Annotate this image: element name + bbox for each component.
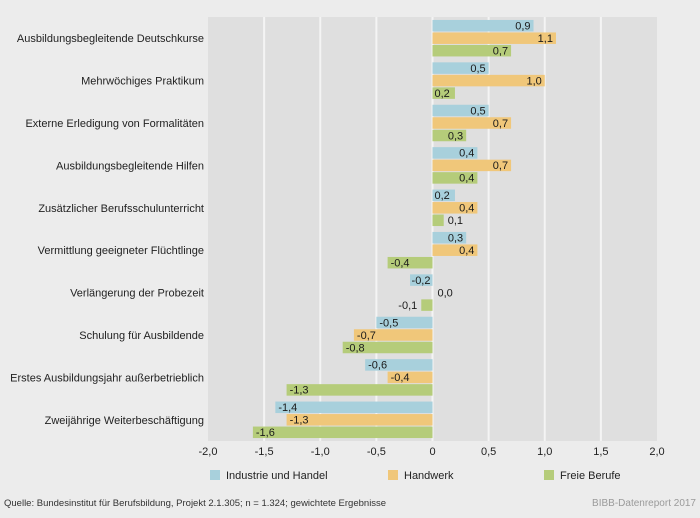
value-label: -0,4 [391, 257, 410, 269]
bar-freie-berufe [432, 129, 467, 142]
bar-freie-berufe [387, 256, 433, 269]
x-tick-label: 0 [429, 446, 435, 458]
value-label: 1,1 [538, 33, 553, 45]
x-tick-label: 1,5 [593, 446, 608, 458]
category-label: Ausbildungsbegleitende Hilfen [56, 160, 204, 172]
bar-handwerk [353, 329, 433, 341]
x-tick-label: 1,0 [537, 446, 552, 458]
bar-industrie-und-handel [432, 19, 534, 32]
legend-swatch [388, 470, 398, 480]
bar-industrie-und-handel [432, 104, 489, 117]
bar-freie-berufe [421, 299, 433, 311]
value-label: 0,4 [459, 245, 474, 257]
legend-swatch [210, 470, 220, 480]
bar-freie-berufe [252, 426, 433, 439]
bar-freie-berufe [432, 87, 455, 99]
value-label: -0,5 [379, 317, 398, 329]
category-label: Ausbildungsbegleitende Deutschkurse [17, 33, 204, 45]
category-label: Vermittlung geeigneter Flüchtlinge [38, 245, 204, 257]
value-label: 0,7 [493, 118, 508, 130]
value-label: -1,6 [256, 427, 275, 439]
bar-freie-berufe [432, 44, 512, 57]
x-tick-label: 0,5 [481, 446, 496, 458]
bar-freie-berufe [342, 341, 433, 354]
bar-industrie-und-handel [410, 274, 433, 286]
bar-industrie-und-handel [432, 231, 467, 244]
value-label: -1,3 [290, 415, 309, 427]
bar-industrie-und-handel [275, 401, 433, 414]
category-label: Zweijährige Weiterbeschäftigung [45, 415, 204, 427]
x-tick-label: -2,0 [199, 446, 218, 458]
value-label: 0,0 [438, 287, 453, 299]
value-label: 0,3 [448, 232, 463, 244]
value-label: -0,8 [346, 342, 365, 354]
bar-industrie-und-handel [432, 189, 455, 202]
bar-handwerk [432, 74, 545, 87]
value-label: 0,4 [459, 148, 474, 160]
legend-label: Freie Berufe [560, 470, 621, 482]
bar-industrie-und-handel [432, 62, 489, 74]
x-tick-label: -1,0 [311, 446, 330, 458]
value-label: 0,2 [435, 190, 450, 202]
legend-label: Handwerk [404, 470, 454, 482]
value-label: 0,4 [459, 203, 474, 215]
category-label: Mehrwöchiges Praktikum [81, 76, 204, 88]
value-label: -0,6 [368, 360, 387, 372]
bar-handwerk [432, 244, 478, 256]
bar-industrie-und-handel [365, 359, 433, 371]
value-label: 0,5 [470, 63, 485, 75]
value-label: 0,7 [493, 160, 508, 172]
value-label: 0,2 [435, 88, 450, 100]
value-label: -0,7 [357, 330, 376, 342]
value-label: -1,3 [290, 385, 309, 397]
category-label: Schulung für Ausbildende [79, 330, 204, 342]
value-label: -0,2 [412, 275, 431, 287]
source-note: Quelle: Bundesinstitut für Berufsbildung… [4, 498, 387, 509]
value-label: 0,1 [448, 215, 463, 227]
value-label: 0,7 [493, 45, 508, 57]
x-tick-label: -1,5 [255, 446, 274, 458]
category-label: Erstes Ausbildungsjahr außerbetrieblich [10, 372, 204, 384]
bar-freie-berufe [432, 214, 444, 227]
bar-handwerk [432, 32, 556, 44]
legend-label: Industrie und Handel [226, 470, 328, 482]
bar-handwerk [387, 371, 433, 384]
bar-industrie-und-handel [432, 147, 478, 159]
value-label: -1,4 [278, 402, 297, 414]
bar-freie-berufe [432, 172, 478, 184]
value-label: -0,1 [398, 300, 417, 312]
credit-note: BIBB-Datenreport 2017 [592, 498, 696, 509]
bar-handwerk [432, 117, 512, 129]
legend-swatch [544, 470, 554, 480]
bar-industrie-und-handel [376, 316, 433, 329]
x-tick-label: -0,5 [367, 446, 386, 458]
category-label: Verlängerung der Probezeit [70, 288, 204, 300]
value-label: -0,4 [391, 372, 410, 384]
category-label: Zusätzlicher Berufsschulunterricht [38, 203, 204, 215]
bar-handwerk [286, 414, 433, 426]
x-tick-label: 2,0 [649, 446, 664, 458]
value-label: 0,4 [459, 173, 474, 185]
category-label: Externe Erledigung von Formalitäten [25, 118, 204, 130]
bar-handwerk [432, 159, 512, 172]
value-label: 0,5 [470, 105, 485, 117]
value-label: 1,0 [526, 75, 541, 87]
bar-freie-berufe [286, 384, 433, 396]
bar-handwerk [432, 202, 478, 214]
value-label: 0,9 [515, 20, 530, 32]
value-label: 0,3 [448, 130, 463, 142]
